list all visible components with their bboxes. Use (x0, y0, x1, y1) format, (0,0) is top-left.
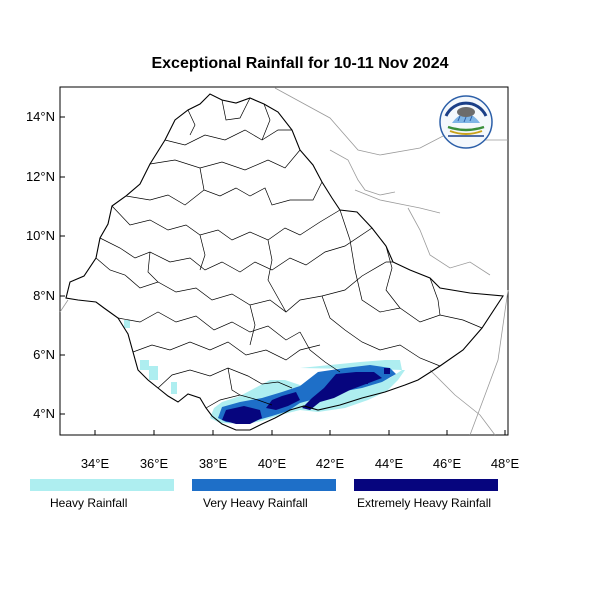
x-tick-label: 42°E (316, 456, 345, 471)
y-tick-label: 10°N (26, 228, 55, 243)
institute-logo (439, 95, 493, 149)
legend-label-extremely-heavy: Extremely Heavy Rainfall (357, 496, 492, 510)
regional-boundaries (95, 97, 483, 409)
legend-label-very-heavy: Very Heavy Rainfall (203, 496, 308, 510)
plot-frame (59, 86, 509, 436)
map-title: Exceptional Rainfall for 10-11 Nov 2024 (151, 55, 449, 72)
x-tick-label: 36°E (140, 456, 169, 471)
rainfall-cells (124, 320, 405, 424)
y-tick-label: 8°N (33, 288, 55, 303)
x-tick-label: 46°E (433, 456, 462, 471)
y-axis-ticks (60, 116, 65, 415)
x-tick-label: 48°E (491, 456, 520, 471)
y-tick-label: 6°N (33, 347, 55, 362)
legend-swatch-very-heavy (192, 479, 336, 491)
x-axis-ticks (94, 430, 506, 435)
y-tick-label: 12°N (26, 169, 55, 184)
extremely-heavy-rainfall-cells (222, 368, 390, 424)
legend-label-heavy: Heavy Rainfall (50, 496, 128, 510)
x-tick-label: 40°E (258, 456, 287, 471)
x-tick-label: 44°E (375, 456, 404, 471)
legend-swatch-extremely-heavy (354, 479, 498, 491)
y-tick-label: 14°N (26, 109, 55, 124)
x-tick-label: 38°E (199, 456, 228, 471)
legend-swatch-heavy (30, 479, 174, 491)
y-tick-label: 4°N (33, 406, 55, 421)
x-tick-label: 34°E (81, 456, 110, 471)
